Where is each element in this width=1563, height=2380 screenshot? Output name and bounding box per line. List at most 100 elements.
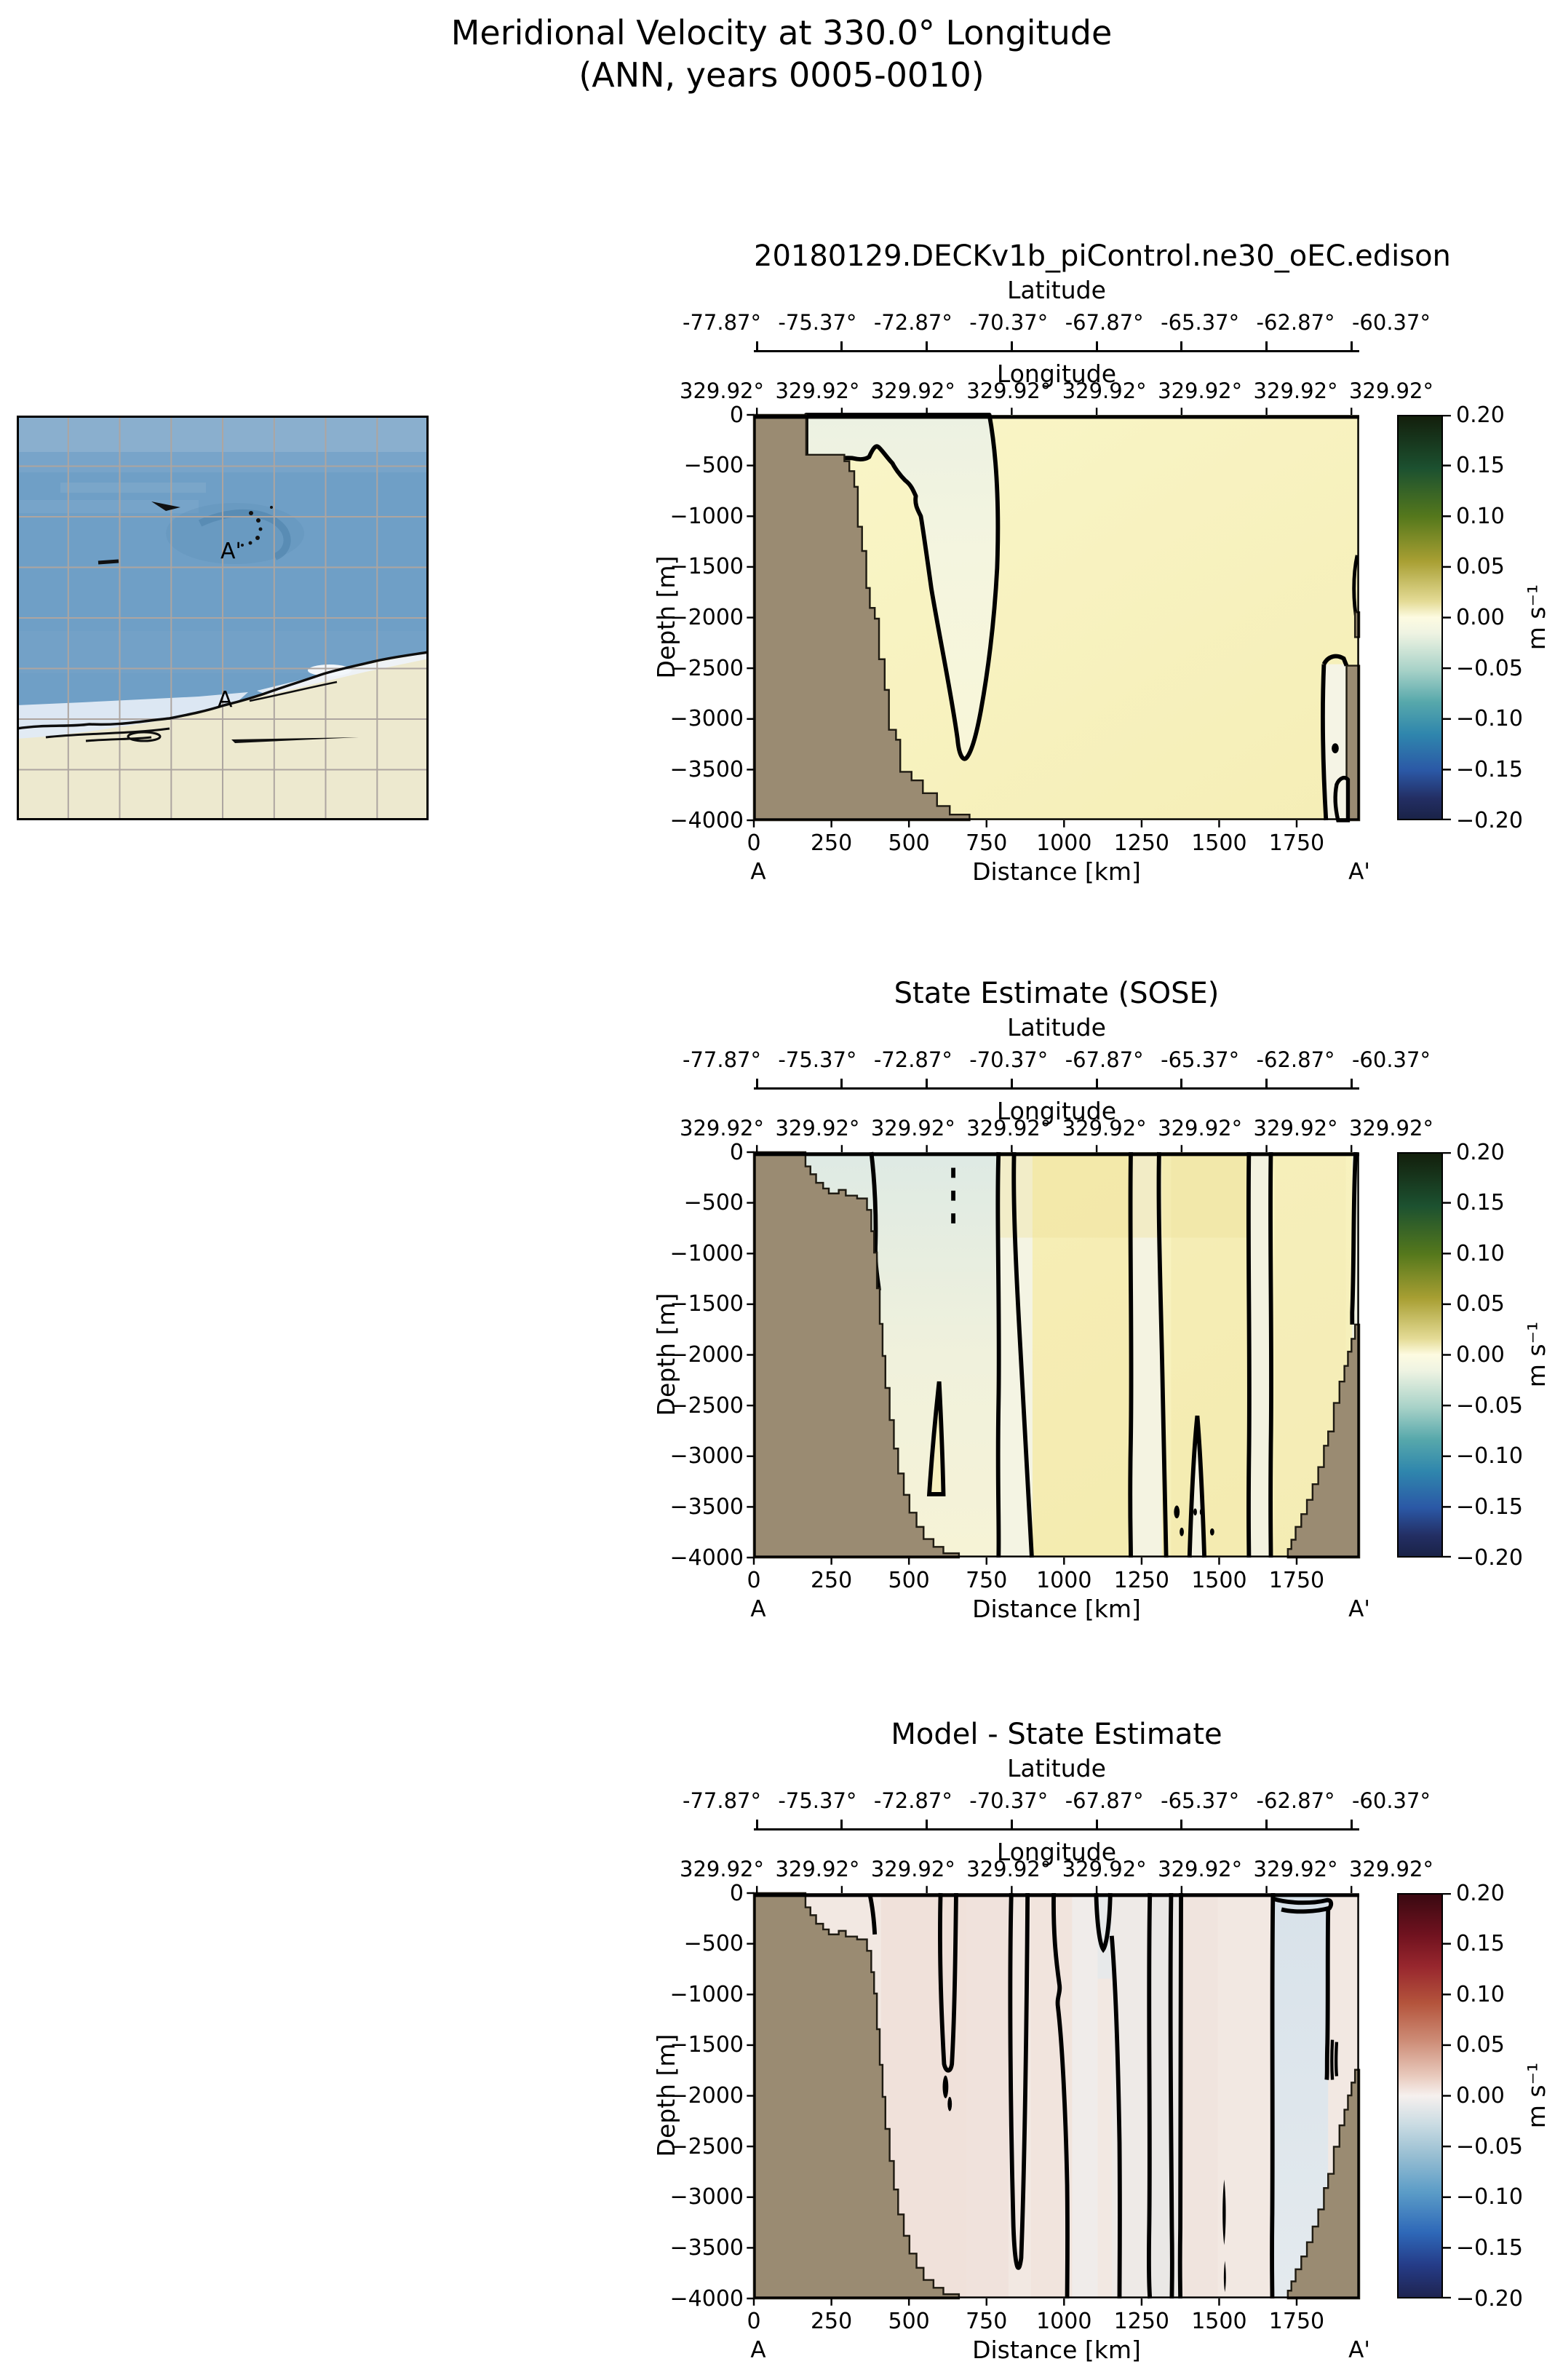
axis-tick-mark <box>1180 1820 1183 1828</box>
panel1-section-end-marker: A' <box>1348 859 1370 885</box>
axis-tick-mark <box>1010 1079 1013 1087</box>
panel1-latitude-tick-labels: -77.87° -75.37° -72.87° -70.37° -67.87° -65.3… <box>683 310 1431 335</box>
axis-tick-mark <box>840 1079 843 1087</box>
panel1-colorbar-ticks <box>1443 415 1451 820</box>
panel3-distance-tick-labels: 0 250 500 750 1000 1250 1500 1750 <box>747 2308 1325 2334</box>
axis-tick-mark <box>1265 1079 1268 1087</box>
panel1-depth-axis-label: Depth [m] <box>652 555 680 679</box>
panel2-colorbar <box>1397 1152 1443 1558</box>
panel3-latitude-axis-line <box>754 1820 1359 1830</box>
panel3-depth-tick-labels: 0 −500 −1000 −1500 −2000 −2500 −3000 −3500 −4000 <box>669 1880 744 2312</box>
zero-contours <box>867 1892 1334 2299</box>
panel1-colorbar-unit-label: m s⁻¹ <box>1522 584 1551 651</box>
panel1-longitude-tick-labels: 329.92° 329.92° 329.92° 329.92° 329.92° 329.9… <box>680 378 1433 403</box>
panel2-colorbar-unit-label: m s⁻¹ <box>1522 1321 1551 1388</box>
axis-tick-mark <box>1095 1820 1098 1828</box>
map-label-a-prime: A' <box>220 539 242 564</box>
panel3-latitude-tick-labels: -77.87° -75.37° -72.87° -70.37° -67.87° -65.3… <box>683 1788 1431 1813</box>
panel2-depth-axis-label: Depth [m] <box>652 1293 680 1416</box>
map-frame <box>17 416 429 820</box>
panel3-latitude-axis-label: Latitude <box>1007 1754 1106 1782</box>
axis-tick-mark <box>1095 1079 1098 1087</box>
panel1-distance-tick-labels: 0 250 500 750 1000 1250 1500 1750 <box>747 830 1325 856</box>
bathymetry-right <box>1286 2068 1361 2300</box>
axis-tick-mark <box>1010 1820 1013 1828</box>
axis-tick-mark <box>1350 1820 1353 1828</box>
axis-tick-mark <box>926 1079 928 1087</box>
sose-velocity-section-plot <box>747 1145 1361 1565</box>
panel2-plot-area <box>747 1145 1361 1565</box>
panel1-longitude-axis-label: Longitude <box>996 360 1117 388</box>
axis-tick-mark <box>1265 1820 1268 1828</box>
axis-tick-mark <box>1180 341 1183 350</box>
panel2-latitude-axis-line <box>754 1079 1359 1090</box>
bathymetry-left <box>752 413 971 822</box>
panel3-section-end-marker: A' <box>1348 2337 1370 2363</box>
map-island-dots <box>241 506 273 547</box>
map-gridlines <box>17 416 429 820</box>
panel1-section-start-marker: A <box>750 859 766 885</box>
panel2-longitude-axis-label: Longitude <box>996 1097 1117 1125</box>
small-closed-contours <box>942 2075 1226 2293</box>
bathymetry-left <box>752 1892 961 2300</box>
map-label-a: A <box>218 687 233 713</box>
axis-tick-mark <box>755 1820 758 1828</box>
panel3-depth-axis-label: Depth [m] <box>652 2034 680 2157</box>
axis-tick-mark <box>1350 341 1353 350</box>
panel3-longitude-tick-labels: 329.92° 329.92° 329.92° 329.92° 329.92° 329.9… <box>680 1857 1433 1881</box>
panel3-colorbar <box>1397 1893 1443 2298</box>
panel2-depth-tick-labels: 0 −500 −1000 −1500 −2000 −2500 −3000 −3500 −4000 <box>669 1139 744 1571</box>
axis-tick-mark <box>1010 341 1013 350</box>
panel1-depth-tick-labels: 0 −500 −1000 −1500 −2000 −2500 −3000 −3500 −4000 <box>669 402 744 833</box>
location-map-inset: A' A <box>17 416 429 820</box>
axis-tick-mark <box>755 1079 758 1087</box>
difference-section-plot <box>747 1886 1361 2306</box>
panel3-plot-area <box>747 1886 1361 2306</box>
zero-contours <box>869 1151 1359 1558</box>
map-inlet-line <box>231 737 359 743</box>
axis-tick-mark <box>1095 341 1098 350</box>
axis-tick-mark <box>926 341 928 350</box>
panel2-colorbar-tick-labels: 0.20 0.15 0.10 0.05 0.00 −0.05 −0.10 −0.15 −0.20 <box>1456 1139 1523 1571</box>
panel3-distance-axis-label: Distance [km] <box>972 2336 1141 2364</box>
panel2-title: State Estimate (SOSE) <box>894 977 1220 1010</box>
axis-tick-mark <box>926 1820 928 1828</box>
panel3-colorbar-unit-label: m s⁻¹ <box>1522 2062 1551 2129</box>
panel1-latitude-axis-line <box>754 341 1359 352</box>
axis-tick-mark <box>840 341 843 350</box>
axis-tick-marks <box>747 1145 1353 1565</box>
panel2-section-end-marker: A' <box>1348 1596 1370 1622</box>
map-island <box>151 501 180 511</box>
panel2-latitude-axis-label: Latitude <box>1007 1013 1106 1042</box>
panel2-colorbar-ticks <box>1443 1152 1451 1558</box>
panel1-latitude-axis-label: Latitude <box>1007 276 1106 304</box>
model-velocity-section-plot <box>747 408 1361 828</box>
panel1-title: 20180129.DECKv1b_piControl.ne30_oEC.edis… <box>754 239 1451 273</box>
bathymetry-left <box>752 1151 961 1559</box>
thin-contour-spikes <box>1330 2039 1339 2080</box>
panel3-colorbar-ticks <box>1443 1893 1451 2298</box>
panel1-colorbar <box>1397 415 1443 820</box>
figure-title-line1: Meridional Velocity at 330.0° Longitude <box>450 13 1113 52</box>
figure-title-line2: (ANN, years 0005-0010) <box>578 55 985 95</box>
panel2-section-start-marker: A <box>750 1596 766 1622</box>
panel1-colorbar-tick-labels: 0.20 0.15 0.10 0.05 0.00 −0.05 −0.10 −0.15 −0.20 <box>1456 402 1523 833</box>
panel1-distance-axis-label: Distance [km] <box>972 857 1141 886</box>
figure-title: Meridional Velocity at 330.0° Longitude … <box>0 12 1563 96</box>
axis-tick-mark <box>1180 1079 1183 1087</box>
panel3-section-start-marker: A <box>750 2337 766 2363</box>
small-closed-contours <box>1174 1505 1214 1536</box>
map-coastline <box>17 651 429 742</box>
map-ice-shelf <box>17 692 248 739</box>
axis-tick-mark <box>755 341 758 350</box>
axis-tick-marks <box>747 1886 1353 2306</box>
bathymetry-right <box>1286 1323 1361 1559</box>
panel3-longitude-axis-label: Longitude <box>996 1838 1117 1866</box>
panel3-title: Model - State Estimate <box>891 1718 1222 1751</box>
panel2-longitude-tick-labels: 329.92° 329.92° 329.92° 329.92° 329.92° 329.9… <box>680 1116 1433 1141</box>
panel3-colorbar-tick-labels: 0.20 0.15 0.10 0.05 0.00 −0.05 −0.10 −0.15 −0.20 <box>1456 1880 1523 2312</box>
panel2-distance-axis-label: Distance [km] <box>972 1595 1141 1623</box>
panel2-distance-tick-labels: 0 250 500 750 1000 1250 1500 1750 <box>747 1567 1325 1593</box>
panel2-latitude-tick-labels: -77.87° -75.37° -72.87° -70.37° -67.87° -65.3… <box>683 1047 1431 1072</box>
